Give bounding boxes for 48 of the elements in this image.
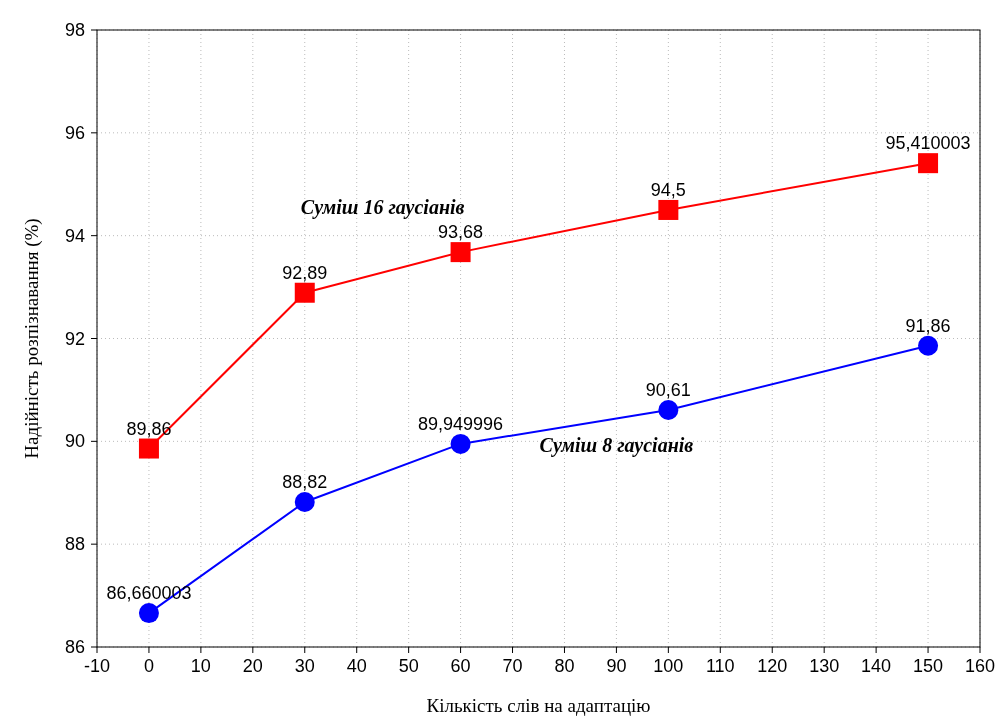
x-tick-label: 20 [242,656,263,676]
data-label: 95,410003 [885,133,971,154]
point [658,199,679,220]
data-label: 89,86 [126,418,172,439]
x-tick-label: 60 [450,656,471,676]
x-tick-label: 90 [606,656,627,676]
x-tick-label: 100 [653,656,684,676]
y-tick-label: 86 [64,637,85,657]
x-tick-label: 70 [502,656,523,676]
x-tick-label: 110 [705,656,735,676]
x-tick-label: 150 [913,656,944,676]
x-tick-label: 160 [964,656,996,676]
point [450,433,471,454]
y-tick-label: 96 [64,122,85,143]
data-label: 92,89 [282,262,328,283]
y-tick-label: 92 [64,328,85,349]
point [918,335,939,356]
y-tick-label: 88 [64,534,85,555]
series-label: Суміш 8 гаусіанів [539,433,694,457]
data-label: 93,68 [438,222,484,243]
x-tick-label: 30 [294,656,315,676]
x-tick-label: -10 [83,656,111,676]
x-tick-label: 0 [143,656,154,676]
data-label: 88,82 [282,472,328,493]
x-tick-label: 80 [554,656,575,676]
x-tick-label: 130 [809,656,840,676]
data-label: 89,949996 [418,413,504,434]
data-label: 90,61 [645,379,691,400]
x-tick-label: 140 [861,656,892,676]
point [138,603,159,624]
y-tick-label: 90 [64,431,85,452]
point [294,282,315,303]
series-label: Суміш 16 гаусіанів [300,196,465,220]
x-tick-label: 40 [346,656,367,676]
y-axis-title: Надійність розпізнавання (%) [21,218,43,459]
data-label: 91,86 [905,315,951,336]
point [450,242,471,263]
point [294,492,315,513]
x-tick-label: 10 [190,656,211,676]
point [658,399,679,420]
x-axis-title: Кількість слів на адаптацію [426,695,651,716]
point [918,153,939,174]
y-tick-label: 94 [64,225,85,246]
point [138,438,159,459]
x-tick-label: 120 [757,656,788,676]
data-label: 94,5 [650,179,686,200]
x-tick-label: 50 [398,656,419,676]
y-tick-label: 98 [64,20,85,40]
